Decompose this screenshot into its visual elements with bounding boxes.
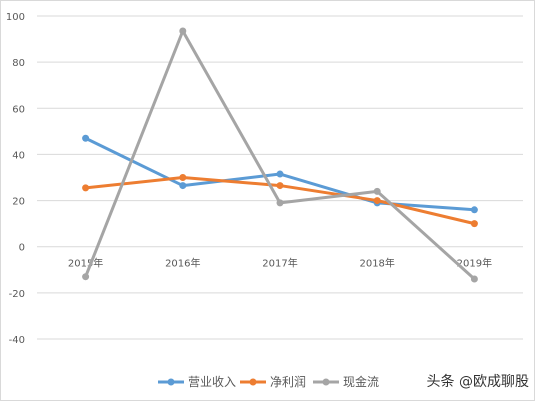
x-tick-label: 2018年 (359, 257, 394, 270)
data-point (82, 273, 90, 281)
legend-swatch-marker (167, 378, 175, 386)
legend-item: 现金流 (313, 374, 379, 389)
x-tick-label: 2017年 (262, 257, 297, 270)
data-point (179, 182, 187, 190)
data-point (373, 197, 381, 205)
legend-label: 营业收入 (188, 375, 236, 389)
y-tick-labels: -40 -20 0 20 40 60 80 100 (6, 12, 25, 346)
x-tick-label: 2015年 (68, 257, 103, 270)
y-tick-label: 20 (12, 197, 25, 208)
data-point (276, 170, 284, 178)
data-point (373, 187, 381, 195)
series-1 (82, 174, 478, 228)
legend-swatch-marker (249, 378, 257, 386)
data-point (470, 220, 478, 228)
series-lines (82, 27, 478, 283)
data-point (276, 199, 284, 207)
y-tick-label: 40 (12, 150, 25, 161)
y-tick-label: 100 (6, 12, 25, 23)
series-2 (82, 27, 478, 283)
series-line (84, 29, 476, 281)
data-point (82, 184, 90, 192)
y-tick-label: -20 (9, 289, 25, 300)
x-tick-label: 2016年 (165, 257, 200, 270)
legend: 营业收入 净利润 现金流 (158, 374, 379, 389)
legend-item: 营业收入 (158, 375, 236, 389)
data-point (179, 174, 187, 181)
data-point (179, 27, 187, 35)
data-point (276, 182, 284, 190)
y-tick-label: 0 (19, 243, 25, 254)
data-point (470, 206, 478, 214)
series-0 (82, 134, 478, 214)
y-tick-label: -40 (9, 335, 25, 346)
x-tick-labels: 2015年 2016年 2017年 2018年 2019年 (68, 257, 492, 270)
legend-label: 现金流 (343, 374, 379, 389)
y-tick-label: 60 (12, 104, 25, 115)
legend-item: 净利润 (240, 375, 306, 389)
data-point (82, 134, 90, 142)
watermark: 头条 @欧成聊股 (426, 374, 529, 390)
y-tick-label: 80 (12, 58, 25, 69)
legend-swatch-marker (322, 378, 330, 386)
legend-label: 净利润 (270, 375, 306, 389)
data-point (470, 275, 478, 283)
x-tick-label: 2019年 (457, 257, 492, 270)
